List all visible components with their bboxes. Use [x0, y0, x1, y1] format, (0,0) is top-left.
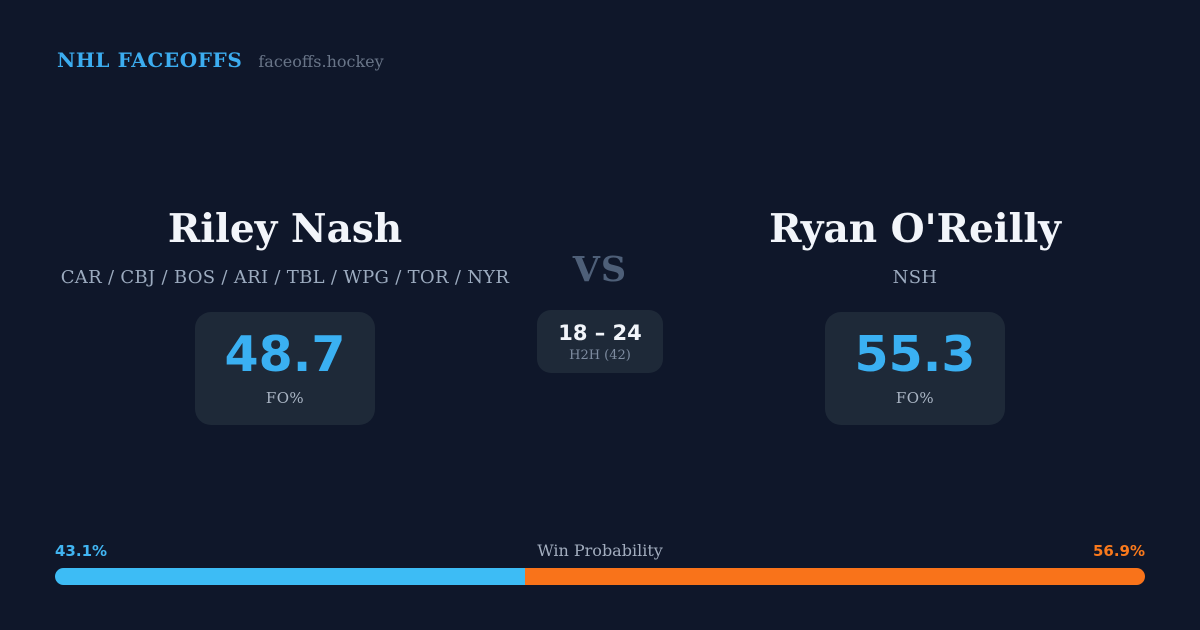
matchup-center: VS 18 – 24 H2H (42): [515, 205, 685, 374]
player-right-fo-value: 55.3: [854, 325, 976, 383]
player-left-name: Riley Nash: [167, 206, 403, 252]
h2h-card: 18 – 24 H2H (42): [537, 310, 663, 374]
player-left-fo-value: 48.7: [224, 325, 346, 383]
win-probability-bar: [55, 568, 1145, 585]
player-left-stat-card: 48.7 FO%: [194, 311, 376, 425]
win-bar-left: [55, 568, 525, 585]
h2h-label: H2H (42): [569, 348, 631, 364]
win-prob-left-pct: 43.1%: [55, 542, 108, 560]
header: NHL FACEOFFS faceoffs.hockey: [57, 48, 1143, 72]
vs-label: VS: [572, 249, 628, 290]
matchup-row: Riley Nash CAR / CBJ / BOS / ARI / TBL /…: [55, 205, 1145, 425]
h2h-score: 18 – 24: [558, 321, 642, 345]
player-left-teams: CAR / CBJ / BOS / ARI / TBL / WPG / TOR …: [60, 266, 510, 288]
win-bar-right: [524, 568, 1145, 585]
player-left-fo-label: FO%: [265, 388, 305, 407]
player-right-teams: NSH: [892, 266, 938, 288]
win-prob-title: Win Probability: [537, 541, 663, 560]
player-left: Riley Nash CAR / CBJ / BOS / ARI / TBL /…: [55, 205, 515, 425]
brand-title: NHL FACEOFFS: [57, 48, 243, 72]
player-right-stat-card: 55.3 FO%: [824, 311, 1006, 425]
player-right-name: Ryan O'Reilly: [769, 206, 1061, 252]
player-right-fo-label: FO%: [895, 388, 935, 407]
site-url: faceoffs.hockey: [258, 52, 384, 71]
win-probability-labels: 43.1% Win Probability 56.9%: [55, 541, 1145, 560]
player-right: Ryan O'Reilly NSH 55.3 FO%: [685, 205, 1145, 425]
win-probability-section: 43.1% Win Probability 56.9%: [55, 541, 1145, 585]
win-prob-right-pct: 56.9%: [1092, 542, 1145, 560]
